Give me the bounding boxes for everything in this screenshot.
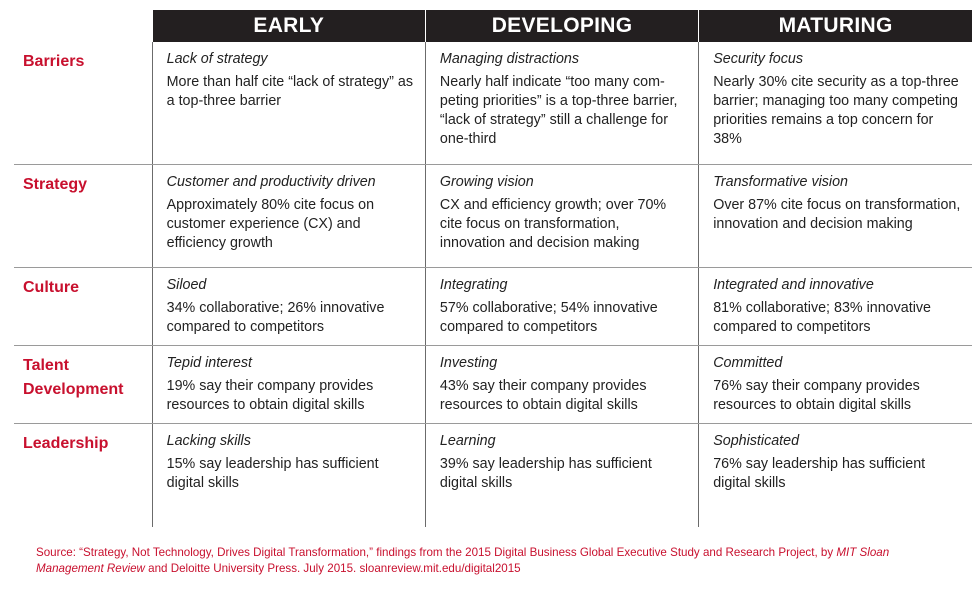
row-label-talent-development: Talent Development [14,345,153,424]
cell-description: CX and efficiency growth; over 70% cite … [439,196,667,251]
source-publication: MIT Sloan Management Review [36,546,890,575]
table-row-talent-development: Talent Development Tepid interest 19% sa… [14,345,972,424]
cell-title: Investing [439,354,498,371]
cell-strategy-developing: Growing vision CX and efficiency growth;… [424,164,699,268]
cell-title: Integrating [439,276,508,293]
cell-leadership-developing: Learning 39% say leadership has sufficie… [424,423,699,527]
header-developing: DEVELOPING [424,10,699,42]
table-row-leadership: Leadership Lacking skills 15% say leader… [14,423,972,527]
cell-title: Sophisticated [713,432,800,449]
cell-description: 34% collaborative; 26% innovative compar… [166,299,385,335]
maturity-comparison-table: EARLY DEVELOPING MATURING Barriers Lack … [14,10,972,527]
header-maturing: MATURING [698,10,972,42]
cell-barriers-developing: Managing distractions Nearly half indica… [424,42,699,165]
cell-description: Nearly half indicate “too many com-petin… [439,74,678,147]
cell-culture-maturing: Integrated and innovative 81% collaborat… [698,267,972,346]
header-blank-cell [14,10,153,42]
row-label-strategy: Strategy [14,164,153,268]
cell-description: 76% say leadership has sufficient digita… [713,455,926,491]
header-early: EARLY [151,10,426,42]
cell-description: 81% collaborative; 83% innovative compar… [713,299,931,335]
cell-title: Managing distractions [439,51,579,67]
cell-title: Tepid interest [166,354,252,371]
cell-culture-developing: Integrating 57% collaborative; 54% innov… [424,267,699,346]
cell-title: Lack of strategy [166,51,268,67]
cell-description: Nearly 30% cite security as a top-three … [713,74,959,147]
cell-title: Transformative vision [713,173,849,190]
cell-description: 57% collaborative; 54% innovative compar… [439,299,658,335]
cell-description: Over 87% cite focus on transformation, i… [713,196,961,232]
cell-description: 39% say leadership has sufficient digita… [439,455,652,491]
cell-strategy-early: Customer and productivity driven Approxi… [151,164,426,268]
cell-description: 43% say their company provides resources… [439,377,647,413]
cell-description: Approximately 80% cite focus on customer… [166,196,375,251]
cell-title: Committed [713,354,783,371]
table-row-culture: Culture Siloed 34% collaborative; 26% in… [14,267,972,346]
cell-barriers-early: Lack of strategy More than half cite “la… [151,42,426,165]
cell-description: More than half cite “lack of strategy” a… [166,74,413,109]
cell-title: Lacking skills [166,432,251,449]
cell-culture-early: Siloed 34% collaborative; 26% innovative… [151,267,426,346]
cell-title: Integrated and innovative [713,276,874,293]
cell-leadership-early: Lacking skills 15% say leadership has su… [151,423,426,527]
cell-title: Customer and productivity driven [166,173,376,190]
cell-talent-maturing: Committed 76% say their company provides… [698,345,972,424]
row-label-barriers: Barriers [14,42,153,165]
source-citation: Source: “Strategy, Not Technology, Drive… [36,545,956,577]
cell-title: Siloed [166,276,207,293]
cell-barriers-maturing: Security focus Nearly 30% cite security … [698,42,972,165]
cell-description: 15% say leadership has sufficient digita… [166,455,379,491]
cell-leadership-maturing: Sophisticated 76% say leadership has suf… [698,423,972,527]
source-text-start: Source: “Strategy, Not Technology, Drive… [36,546,837,559]
cell-description: 76% say their company provides resources… [713,377,920,413]
header-row: EARLY DEVELOPING MATURING [14,10,972,42]
cell-title: Learning [439,432,496,449]
row-label-leadership: Leadership [23,434,109,452]
cell-description: 19% say their company provides resources… [166,377,374,413]
cell-strategy-maturing: Transformative vision Over 87% cite focu… [698,164,972,268]
table-body: Barriers Lack of strategy More than half… [14,42,972,527]
cell-title: Security focus [713,51,803,67]
row-label-culture: Culture [14,267,153,346]
cell-talent-developing: Investing 43% say their company provides… [424,345,699,424]
source-text-end: and Deloitte University Press. July 2015… [144,562,521,575]
cell-title: Growing vision [439,173,534,190]
table-row-barriers: Barriers Lack of strategy More than half… [14,42,972,165]
table-row-strategy: Strategy Customer and productivity drive… [14,164,972,268]
cell-talent-early: Tepid interest 19% say their company pro… [151,345,426,424]
